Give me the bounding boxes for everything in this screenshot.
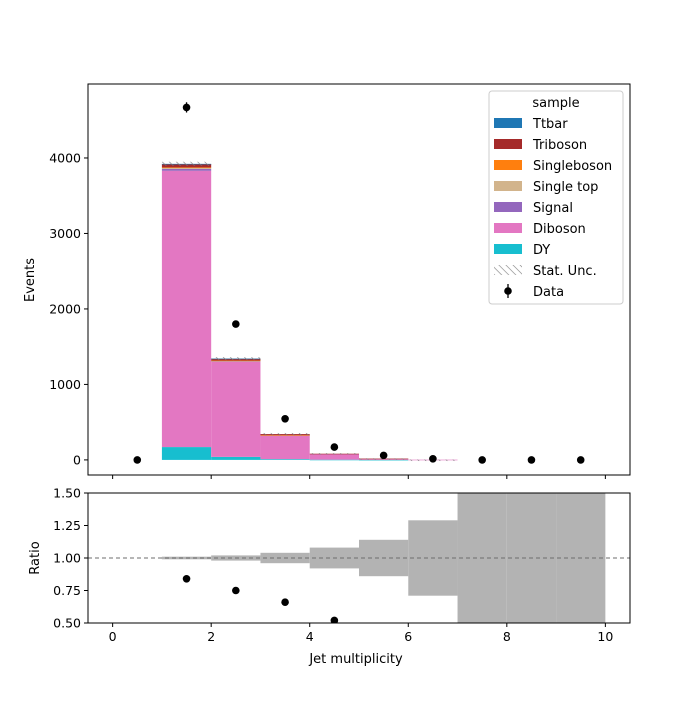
legend-swatch-ttbar (494, 118, 522, 128)
legend-label-singleboson: Singleboson (533, 159, 612, 174)
y-axis-label: Events (23, 258, 38, 302)
bar-dy-bin-1 (161, 447, 212, 460)
y-tick-label: 4000 (49, 150, 81, 165)
x-tick-label: 8 (503, 629, 511, 644)
legend-swatch-diboson (494, 223, 522, 233)
stat-unc-band-bin-2 (211, 357, 261, 361)
ratio-point (232, 586, 240, 595)
ratio-axes: 0.50 0.75 1.00 1.25 1.50 0 2 4 6 8 10 (53, 486, 613, 645)
data-point (133, 456, 142, 464)
x-tick-label: 6 (404, 629, 412, 644)
legend-label-stat-unc-: Stat. Unc. (533, 264, 597, 279)
bar-singleboson-bin-3 (260, 434, 310, 436)
legend-label-dy: DY (533, 243, 550, 258)
ratio-y-tick-label: 1.00 (53, 551, 81, 566)
legend-label-triboson: Triboson (532, 138, 587, 153)
data-point (182, 103, 191, 112)
main-plot-area (133, 102, 585, 464)
y-tick-label: 1000 (49, 377, 81, 392)
bar-dy-bin-3 (260, 459, 310, 460)
bar-signal-bin-2 (211, 361, 261, 362)
x-axis-label: Jet multiplicity (308, 652, 403, 667)
bar-diboson-bin-4 (309, 454, 359, 460)
data-point (576, 456, 585, 464)
legend-label-ttbar: Ttbar (532, 117, 568, 132)
legend-label-signal: Signal (533, 201, 573, 216)
stat-unc-band-bin-4 (309, 453, 359, 455)
legend-label-single-top: Single top (533, 180, 598, 195)
bar-single-top-bin-1 (161, 167, 212, 169)
data-point (232, 320, 240, 328)
bar-singleboson-bin-2 (211, 360, 261, 362)
y-tick-label: 2000 (49, 301, 81, 316)
bar-dy-bin-2 (211, 456, 261, 460)
legend-label-data: Data (533, 285, 564, 300)
legend-title: sample (532, 96, 579, 111)
ratio-panel: 0.50 0.75 1.00 1.25 1.50 0 2 4 6 8 10 Ratio (28, 486, 631, 645)
stat-unc-band-bin-3 (260, 432, 310, 436)
legend-label-diboson: Diboson (533, 222, 586, 237)
legend-swatch-triboson (494, 139, 522, 149)
bar-diboson-bin-2 (211, 361, 261, 457)
legend-box (488, 90, 624, 305)
ratio-y-tick-label: 1.50 (53, 486, 81, 501)
legend-swatch-stat-unc- (494, 265, 522, 275)
bar-dy-bin-5 (359, 459, 409, 461)
data-point (330, 443, 339, 451)
stat-unc-band-bin-1 (161, 161, 212, 166)
ratio-point (281, 598, 289, 606)
data-point (527, 456, 536, 464)
bar-diboson-bin-3 (260, 435, 310, 460)
legend-swatch-data (504, 287, 512, 295)
data-point (478, 456, 486, 464)
data-point (429, 454, 437, 463)
main-axes: 0 1000 2000 3000 4000 (49, 150, 606, 479)
bar-signal-bin-1 (161, 168, 212, 171)
ratio-y-axis-label: Ratio (28, 541, 43, 574)
x-tick-label: 4 (306, 629, 314, 644)
x-tick-label: 10 (597, 629, 613, 644)
x-tick-label: 0 (109, 629, 117, 644)
y-tick-label: 0 (73, 452, 81, 467)
ratio-y-tick-label: 0.75 (53, 583, 81, 598)
ratio-y-tick-label: 1.25 (53, 518, 81, 533)
ratio-point (330, 616, 339, 623)
legend-swatch-singleboson (494, 160, 522, 170)
bar-singleboson-bin-1 (161, 167, 212, 169)
ratio-plot-area (88, 493, 630, 623)
bar-dy-bin-4 (309, 459, 359, 461)
legend-swatch-signal (494, 202, 522, 212)
legend-swatch-dy (494, 244, 522, 254)
ratio-y-tick-label: 0.50 (53, 616, 81, 631)
legend-swatch-single-top (494, 181, 522, 191)
bar-diboson-bin-1 (161, 170, 212, 448)
y-tick-label: 3000 (49, 226, 81, 241)
legend: sample Ttbar Triboson Singleboson Single to… (488, 90, 624, 305)
x-tick-label: 2 (207, 629, 215, 644)
data-point (281, 414, 289, 423)
data-point (379, 451, 388, 460)
main-panel: 0 1000 2000 3000 4000 Events (23, 83, 631, 479)
main-frame (87, 83, 631, 476)
ratio-point (182, 575, 191, 583)
